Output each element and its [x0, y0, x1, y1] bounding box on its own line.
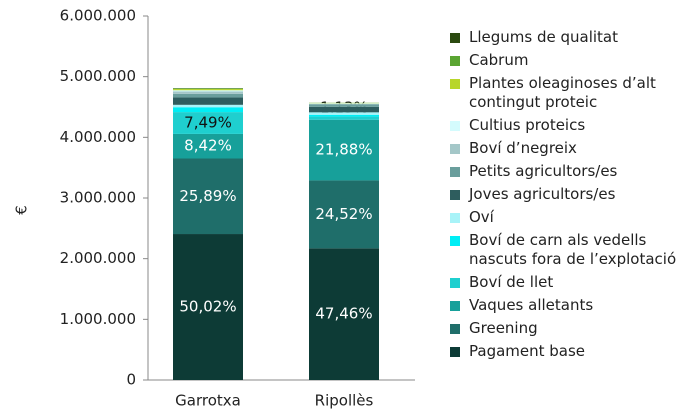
y-tick-label: 6.000.000 [60, 7, 136, 25]
legend-swatch [450, 167, 460, 177]
legend-label: Petits agricultors/es [469, 162, 618, 180]
value-label: 50,02% [179, 298, 236, 316]
x-tick-label: Ripollès [315, 392, 374, 410]
bar-segment [173, 107, 243, 113]
legend-entry: Vaques alletants [450, 296, 680, 315]
legend-label: Greening [469, 319, 538, 337]
legend-swatch [450, 190, 460, 200]
legend-label: Boví de carn als vedells nascuts fora de… [469, 231, 677, 268]
legend-entry: Oví [450, 208, 680, 227]
legend-swatch [450, 144, 460, 154]
bar-segment [173, 89, 243, 91]
legend-swatch [450, 278, 460, 288]
legend-swatch [450, 79, 460, 89]
legend-entry: Boví de llet [450, 273, 680, 292]
bar-segment [173, 112, 243, 134]
y-tick-label: 1.000.000 [60, 310, 136, 328]
y-axis-label: € [13, 205, 31, 215]
value-label: 24,52% [315, 205, 372, 223]
bar-segment [309, 116, 379, 120]
legend-swatch [450, 347, 460, 357]
legend-entry: Greening [450, 319, 680, 338]
legend-entry: Joves agricultors/es [450, 185, 680, 204]
legend-label: Cabrum [469, 51, 529, 69]
legend-swatch [450, 121, 460, 131]
bar-segment [309, 114, 379, 117]
legend-swatch [450, 213, 460, 223]
legend-entry: Pagament base [450, 342, 680, 361]
legend-swatch [450, 324, 460, 334]
bar-segment [309, 103, 379, 104]
bar-segment [309, 119, 379, 181]
bar-segment [309, 104, 379, 107]
legend-label: Cultius proteics [469, 116, 586, 134]
legend-label: Boví d’negreix [469, 139, 577, 157]
legend-swatch [450, 301, 460, 311]
y-tick-label: 3.000.000 [60, 189, 136, 207]
value-label: 47,46% [315, 305, 372, 323]
legend-entry: Cabrum [450, 51, 680, 70]
bar-segment [173, 91, 243, 94]
legend-entry: Cultius proteics [450, 116, 680, 135]
legend-label: Pagament base [469, 342, 586, 360]
legend-entry: Llegums de qualitat [450, 28, 680, 47]
y-tick-label: 4.000.000 [60, 128, 136, 146]
legend-swatch [450, 33, 460, 43]
value-label: 8,42% [184, 137, 232, 155]
x-tick-label: Garrotxa [175, 392, 241, 410]
bar-segment [173, 104, 243, 108]
value-label: 7,49% [184, 114, 232, 132]
bar-segment [309, 103, 379, 105]
bar-segment [173, 133, 243, 159]
legend-entry: Petits agricultors/es [450, 162, 680, 181]
legend-label: Vaques alletants [469, 296, 594, 314]
legend-entry: Boví d’negreix [450, 139, 680, 158]
bar-segment [309, 106, 379, 113]
y-tick-label: 2.000.000 [60, 249, 136, 267]
legend-label: Oví [469, 208, 494, 226]
value-label: 21,88% [315, 141, 372, 159]
legend-entry: Plantes oleaginoses d’alt contingut prot… [450, 74, 680, 112]
legend-entry: Boví de carn als vedells nascuts fora de… [450, 231, 680, 269]
bar-segment [173, 234, 243, 380]
value-label: 25,89% [179, 187, 236, 205]
legend-label: Plantes oleaginoses d’alt contingut prot… [469, 74, 656, 111]
legend-label: Llegums de qualitat [469, 28, 619, 46]
y-tick-label: 5.000.000 [60, 67, 136, 85]
bar-segment [173, 97, 243, 105]
bar-segment [309, 180, 379, 249]
bar-segment [173, 158, 243, 235]
bar-segment [309, 112, 379, 115]
legend: Llegums de qualitat Cabrum Plantes oleagin… [450, 28, 680, 365]
bar-segment [173, 88, 243, 90]
y-tick-label: 0 [126, 371, 136, 389]
bar-segment [309, 248, 379, 380]
legend-label: Joves agricultors/es [469, 185, 616, 203]
legend-swatch [450, 236, 460, 246]
legend-swatch [450, 56, 460, 66]
bar-segment [173, 90, 243, 92]
bar-segment [173, 93, 243, 98]
legend-label: Boví de llet [469, 273, 554, 291]
